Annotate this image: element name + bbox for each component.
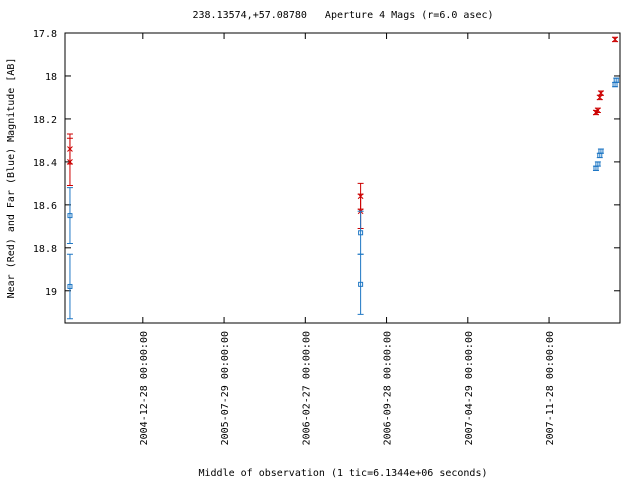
point-marker [595,107,601,114]
point-marker [595,161,601,167]
y-tick-label: 18 [45,72,57,83]
point-marker [613,77,619,83]
y-tick-label: 19 [45,287,57,298]
error-bar [66,253,73,320]
y-axis-label: Near (Red) and Far (Blue) Magnitude [AB] [6,58,17,299]
x-tick-label: 2006-02-27 00:00:00 [301,331,312,445]
x-axis-label: Middle of observation (1 tic=6.1344e+06 … [199,468,488,479]
point-marker [598,148,604,154]
chart-title: 238.13574,+57.08780 Aperture 4 Mags (r=6… [192,10,493,21]
point-marker [358,281,364,287]
x-tick-label: 2005-07-29 00:00:00 [220,331,231,445]
x-tick-label: 2006-09-28 00:00:00 [383,331,394,445]
y-tick-label: 18.4 [33,158,57,169]
error-bar [66,187,73,245]
y-tick-label: 17.8 [33,29,57,40]
point-marker [598,90,604,97]
x-tick-label: 2007-04-29 00:00:00 [464,331,475,445]
x-tick-label: 2007-11-28 00:00:00 [545,331,556,445]
y-tick-label: 18.6 [33,201,57,212]
y-tick-label: 18.2 [33,115,57,126]
error-bar [357,253,364,315]
y-tick-label: 18.8 [33,244,57,255]
x-tick-label: 2004-12-28 00:00:00 [139,331,150,445]
point-marker [67,283,73,289]
point-marker [358,230,364,236]
plot-frame [64,32,621,324]
point-marker [612,36,618,43]
point-marker [67,159,73,165]
point-marker [67,213,73,219]
